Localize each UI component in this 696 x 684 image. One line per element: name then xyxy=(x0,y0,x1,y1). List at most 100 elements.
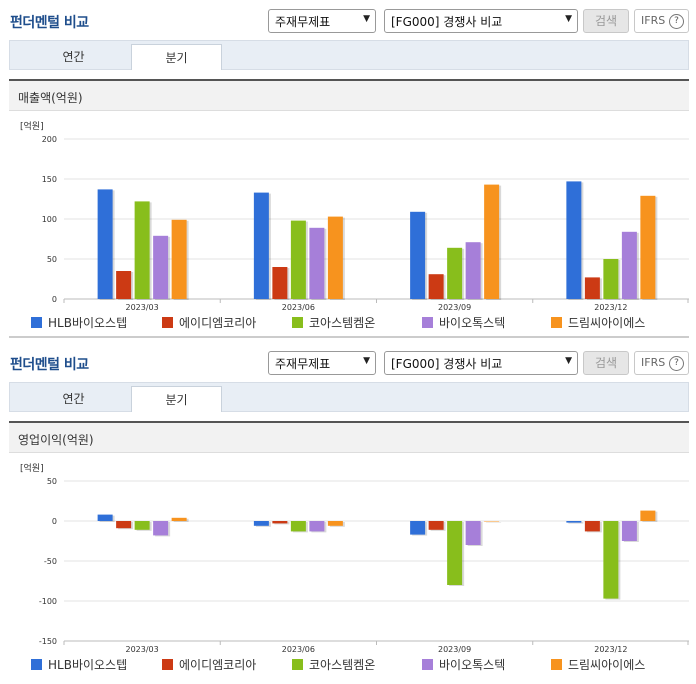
bar[interactable] xyxy=(410,521,426,535)
bar[interactable] xyxy=(97,189,113,299)
bar[interactable] xyxy=(153,521,169,536)
peer-group-select[interactable]: [FG000] 경쟁사 비교 ▼ xyxy=(384,9,578,33)
chart-legend: HLB바이오스텝 에이디엠코리아 코아스템켐온 바이오톡스텍 드림씨아이에스 xyxy=(9,653,689,673)
bar[interactable] xyxy=(290,521,306,532)
ifrs-button[interactable]: IFRS ? xyxy=(634,9,689,33)
help-icon[interactable]: ? xyxy=(669,14,684,29)
bar[interactable] xyxy=(428,274,444,299)
section-header: 펀더멘털 비교 주재무제표 ▼ [FG000] 경쟁사 비교 ▼ 검색 IFRS… xyxy=(0,342,696,380)
legend-swatch xyxy=(162,317,173,328)
section-title: 펀더멘털 비교 xyxy=(10,15,89,31)
x-tick-label: 2023/06 xyxy=(282,645,315,654)
bar[interactable] xyxy=(566,181,582,299)
bar[interactable] xyxy=(465,242,481,299)
ifrs-button[interactable]: IFRS ? xyxy=(634,351,689,375)
bar[interactable] xyxy=(621,521,637,541)
bar[interactable] xyxy=(566,521,582,523)
bar[interactable] xyxy=(584,277,600,299)
search-button[interactable]: 검색 xyxy=(583,9,629,33)
bar[interactable] xyxy=(447,521,463,585)
bar[interactable] xyxy=(640,510,656,521)
help-icon[interactable]: ? xyxy=(669,356,684,371)
y-tick-label: 150 xyxy=(42,175,57,184)
legend-swatch xyxy=(292,659,303,670)
bar[interactable] xyxy=(171,517,187,521)
bar[interactable] xyxy=(484,521,500,522)
fundamental-section-2: 펀더멘털 비교 주재무제표 ▼ [FG000] 경쟁사 비교 ▼ 검색 IFRS… xyxy=(0,342,696,684)
chevron-down-icon: ▼ xyxy=(565,356,572,366)
legend-label: HLB바이오스텝 xyxy=(48,658,128,672)
bar[interactable] xyxy=(309,227,325,299)
bar[interactable] xyxy=(272,267,288,299)
bar[interactable] xyxy=(134,521,150,530)
bar[interactable] xyxy=(272,521,288,524)
bar[interactable] xyxy=(327,216,343,299)
legend-label: HLB바이오스텝 xyxy=(48,316,128,330)
bar[interactable] xyxy=(465,521,481,545)
legend-item[interactable]: 코아스템켐온 xyxy=(292,656,375,673)
legend-item[interactable]: 코아스템켐온 xyxy=(292,314,375,331)
statement-type-select[interactable]: 주재무제표 ▼ xyxy=(268,351,376,375)
legend-label: 바이오톡스텍 xyxy=(439,658,506,672)
bar[interactable] xyxy=(290,220,306,299)
divider xyxy=(9,336,689,338)
legend-item[interactable]: 드림씨아이에스 xyxy=(551,314,645,331)
bar[interactable] xyxy=(134,201,150,299)
bar[interactable] xyxy=(327,521,343,526)
y-tick-label: -150 xyxy=(39,637,57,646)
bar[interactable] xyxy=(116,271,132,299)
search-button[interactable]: 검색 xyxy=(583,351,629,375)
period-tabs: 연간 분기 xyxy=(9,382,689,412)
legend-swatch xyxy=(162,659,173,670)
legend-item[interactable]: 에이디엠코리아 xyxy=(162,656,256,673)
bar[interactable] xyxy=(171,219,187,299)
legend-item[interactable]: 에이디엠코리아 xyxy=(162,314,256,331)
y-tick-label: 50 xyxy=(47,477,57,486)
tab-quarterly[interactable]: 분기 xyxy=(131,386,222,412)
bar[interactable] xyxy=(603,521,619,599)
unit-label: [억원] xyxy=(20,464,44,474)
y-tick-label: 50 xyxy=(47,255,57,264)
legend-label: 에이디엠코리아 xyxy=(179,316,257,330)
x-tick-label: 2023/03 xyxy=(126,303,159,312)
legend-swatch xyxy=(551,659,562,670)
section-title: 펀더멘털 비교 xyxy=(10,357,89,373)
chart-title: 매출액(억원) xyxy=(9,81,689,111)
x-tick-label: 2023/12 xyxy=(594,645,627,654)
bar[interactable] xyxy=(410,211,426,299)
bar[interactable] xyxy=(253,521,269,526)
legend-label: 에이디엠코리아 xyxy=(179,658,257,672)
chevron-down-icon: ▼ xyxy=(565,14,572,24)
bar[interactable] xyxy=(584,521,600,532)
legend-swatch xyxy=(292,317,303,328)
legend-item[interactable]: 바이오톡스텍 xyxy=(422,314,505,331)
bar[interactable] xyxy=(621,231,637,299)
legend-item[interactable]: HLB바이오스텝 xyxy=(31,314,127,331)
y-tick-label: 100 xyxy=(42,215,57,224)
tab-annual[interactable]: 연간 xyxy=(62,392,85,406)
bar[interactable] xyxy=(253,192,269,299)
bar[interactable] xyxy=(603,259,619,299)
bar[interactable] xyxy=(116,521,132,529)
x-tick-label: 2023/09 xyxy=(438,645,471,654)
statement-type-value: 주재무제표 xyxy=(275,15,331,29)
legend-item[interactable]: HLB바이오스텝 xyxy=(31,656,127,673)
legend-item[interactable]: 드림씨아이에스 xyxy=(551,656,645,673)
bar[interactable] xyxy=(447,247,463,299)
peer-group-select[interactable]: [FG000] 경쟁사 비교 ▼ xyxy=(384,351,578,375)
statement-type-select[interactable]: 주재무제표 ▼ xyxy=(268,9,376,33)
bar[interactable] xyxy=(640,195,656,299)
operating-profit-chart: 50 0 -50 -100 -150 2023/03 2023/06 2023/09 2023/… xyxy=(39,477,689,654)
bar[interactable] xyxy=(428,521,444,530)
bar[interactable] xyxy=(309,521,325,532)
legend-item[interactable]: 바이오톡스텍 xyxy=(422,656,505,673)
x-tick-label: 2023/12 xyxy=(594,303,627,312)
tab-annual[interactable]: 연간 xyxy=(62,50,85,64)
y-tick-label: 200 xyxy=(42,135,57,144)
bar[interactable] xyxy=(97,514,113,521)
bar[interactable] xyxy=(153,235,169,299)
ifrs-label: IFRS xyxy=(641,356,666,369)
tab-quarterly[interactable]: 분기 xyxy=(131,44,222,70)
x-tick-label: 2023/03 xyxy=(126,645,159,654)
bar[interactable] xyxy=(484,184,500,299)
